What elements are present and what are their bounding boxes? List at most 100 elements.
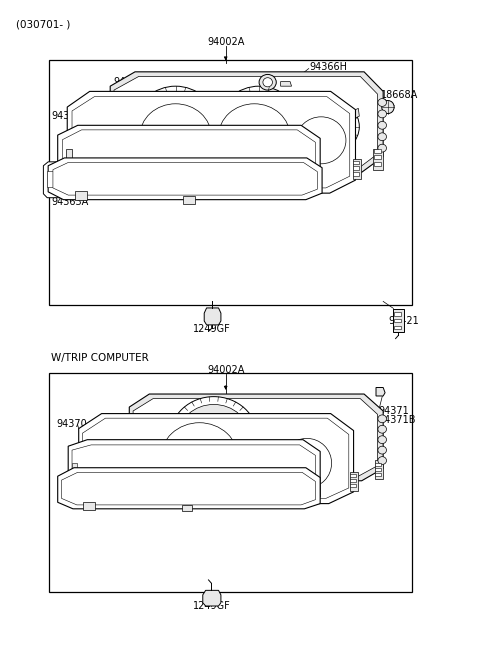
Text: 94360B: 94360B: [114, 77, 151, 87]
Polygon shape: [67, 92, 356, 193]
Ellipse shape: [218, 103, 290, 169]
Ellipse shape: [382, 100, 394, 113]
Polygon shape: [61, 472, 315, 505]
FancyBboxPatch shape: [353, 166, 360, 170]
Text: 94371B: 94371B: [309, 99, 347, 109]
Polygon shape: [133, 399, 377, 476]
Ellipse shape: [378, 425, 386, 433]
Text: 94002A: 94002A: [207, 365, 244, 375]
Ellipse shape: [378, 110, 386, 118]
Polygon shape: [204, 308, 221, 325]
FancyBboxPatch shape: [350, 472, 359, 491]
Ellipse shape: [220, 86, 298, 158]
Polygon shape: [68, 440, 320, 505]
FancyBboxPatch shape: [68, 153, 73, 156]
FancyBboxPatch shape: [114, 123, 120, 126]
Text: 94116B: 94116B: [309, 90, 347, 100]
FancyBboxPatch shape: [49, 373, 412, 591]
Ellipse shape: [378, 121, 386, 129]
FancyBboxPatch shape: [393, 309, 404, 332]
Ellipse shape: [378, 415, 386, 422]
Polygon shape: [203, 590, 221, 606]
Ellipse shape: [282, 438, 332, 488]
Ellipse shape: [160, 422, 239, 496]
FancyBboxPatch shape: [375, 462, 381, 466]
Text: 18643A: 18643A: [345, 107, 382, 117]
FancyBboxPatch shape: [350, 479, 356, 482]
Text: 94002A: 94002A: [207, 37, 244, 47]
Ellipse shape: [259, 75, 276, 90]
Text: 94371B: 94371B: [378, 415, 416, 425]
Ellipse shape: [144, 94, 206, 150]
Text: 1249GF: 1249GF: [193, 601, 231, 611]
FancyBboxPatch shape: [373, 162, 381, 166]
FancyBboxPatch shape: [353, 172, 360, 176]
Polygon shape: [72, 445, 315, 500]
Ellipse shape: [304, 100, 360, 153]
FancyBboxPatch shape: [49, 60, 412, 305]
FancyBboxPatch shape: [373, 149, 381, 153]
Ellipse shape: [167, 114, 184, 130]
FancyBboxPatch shape: [132, 423, 138, 426]
FancyBboxPatch shape: [79, 449, 86, 472]
Text: 94371: 94371: [378, 406, 409, 416]
Text: 94366H: 94366H: [309, 62, 347, 71]
FancyBboxPatch shape: [68, 146, 73, 149]
Text: (030701- ): (030701- ): [16, 19, 70, 29]
FancyBboxPatch shape: [75, 191, 87, 200]
FancyBboxPatch shape: [47, 171, 80, 187]
FancyBboxPatch shape: [353, 159, 361, 179]
FancyBboxPatch shape: [394, 319, 401, 322]
Text: 94370: 94370: [56, 419, 87, 429]
FancyBboxPatch shape: [350, 474, 356, 477]
Polygon shape: [83, 418, 349, 498]
FancyBboxPatch shape: [375, 473, 381, 476]
Polygon shape: [353, 108, 360, 119]
Polygon shape: [53, 162, 317, 195]
Polygon shape: [114, 77, 377, 168]
Ellipse shape: [228, 94, 290, 150]
FancyBboxPatch shape: [112, 100, 121, 133]
FancyBboxPatch shape: [372, 149, 383, 170]
FancyBboxPatch shape: [131, 420, 140, 451]
Polygon shape: [43, 162, 84, 198]
Ellipse shape: [251, 114, 268, 130]
FancyBboxPatch shape: [66, 149, 72, 160]
Polygon shape: [110, 72, 383, 172]
Text: 94363A: 94363A: [51, 197, 89, 207]
Text: 1249GF: 1249GF: [193, 324, 231, 334]
Ellipse shape: [378, 457, 386, 464]
FancyBboxPatch shape: [132, 443, 138, 446]
FancyBboxPatch shape: [375, 468, 381, 471]
Ellipse shape: [178, 404, 250, 470]
FancyBboxPatch shape: [183, 196, 195, 204]
Ellipse shape: [314, 438, 326, 449]
Ellipse shape: [136, 86, 215, 158]
FancyBboxPatch shape: [68, 140, 73, 143]
Polygon shape: [48, 158, 322, 200]
FancyBboxPatch shape: [270, 435, 293, 461]
Ellipse shape: [140, 103, 211, 169]
FancyBboxPatch shape: [182, 505, 192, 512]
Text: 18668A: 18668A: [381, 90, 418, 100]
FancyBboxPatch shape: [84, 502, 95, 510]
Polygon shape: [62, 130, 315, 189]
Polygon shape: [129, 394, 383, 481]
Polygon shape: [79, 413, 354, 504]
Ellipse shape: [295, 419, 345, 468]
Polygon shape: [281, 82, 291, 86]
Ellipse shape: [263, 78, 273, 87]
Ellipse shape: [378, 144, 386, 152]
FancyBboxPatch shape: [114, 102, 120, 105]
Text: 96421: 96421: [388, 316, 419, 326]
Polygon shape: [58, 125, 320, 193]
Polygon shape: [376, 388, 385, 396]
Text: 94360B: 94360B: [149, 402, 187, 412]
Ellipse shape: [325, 120, 338, 133]
FancyBboxPatch shape: [353, 161, 360, 164]
FancyBboxPatch shape: [114, 113, 120, 116]
Ellipse shape: [301, 425, 339, 462]
FancyBboxPatch shape: [132, 433, 138, 436]
Text: W/TRIP COMPUTER: W/TRIP COMPUTER: [50, 353, 148, 363]
FancyBboxPatch shape: [374, 460, 383, 479]
